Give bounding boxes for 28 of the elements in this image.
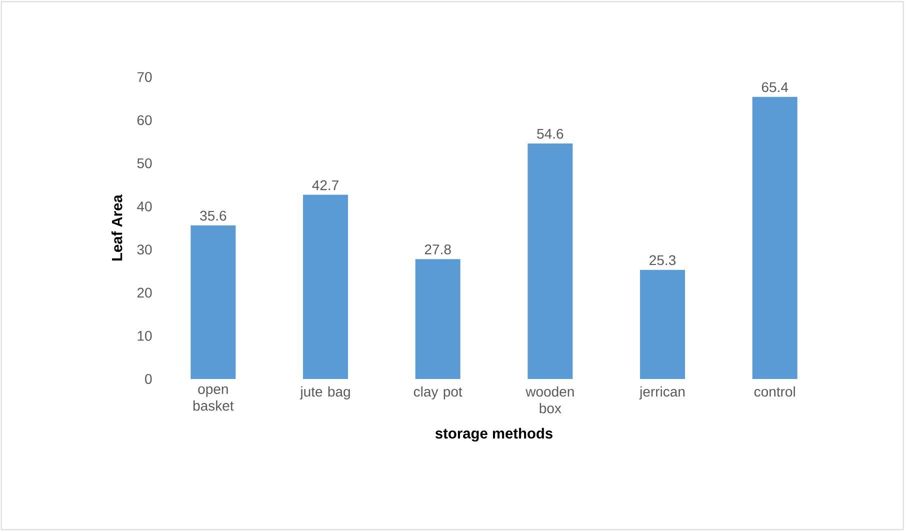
data-label: 25.3: [650, 255, 676, 266]
data-label: 42.7: [312, 180, 338, 190]
bar: [528, 143, 573, 379]
bar: [303, 194, 348, 379]
bar: [415, 259, 460, 379]
x-tick-label: wooden box: [526, 386, 574, 414]
x-tick-label: open basket: [193, 386, 234, 411]
y-axis-title: Leaf Area: [111, 194, 122, 260]
bar: [752, 96, 798, 379]
data-label: 54.6: [537, 128, 564, 139]
data-label: 35.6: [200, 210, 226, 221]
x-tick-label: jerrican: [639, 386, 685, 400]
y-tick-label: 70: [137, 72, 152, 82]
y-tick-label: 20: [137, 288, 152, 298]
y-tick-label: 60: [137, 115, 152, 126]
data-label: 65.4: [762, 82, 788, 92]
data-label: 27.8: [424, 244, 451, 254]
x-tick-label: clay pot: [414, 386, 462, 400]
y-tick-label: 40: [137, 201, 152, 212]
x-tick-label: control: [754, 386, 795, 397]
bar: [190, 225, 236, 379]
y-tick-label: 10: [138, 330, 152, 341]
y-tick-label: 50: [137, 158, 152, 168]
y-tick-label: 30: [137, 244, 152, 255]
bar: [640, 270, 686, 379]
y-tick-label: 0: [145, 374, 152, 384]
x-axis-title: storage methods: [435, 428, 552, 442]
x-tick-label: jute bag: [300, 386, 350, 400]
